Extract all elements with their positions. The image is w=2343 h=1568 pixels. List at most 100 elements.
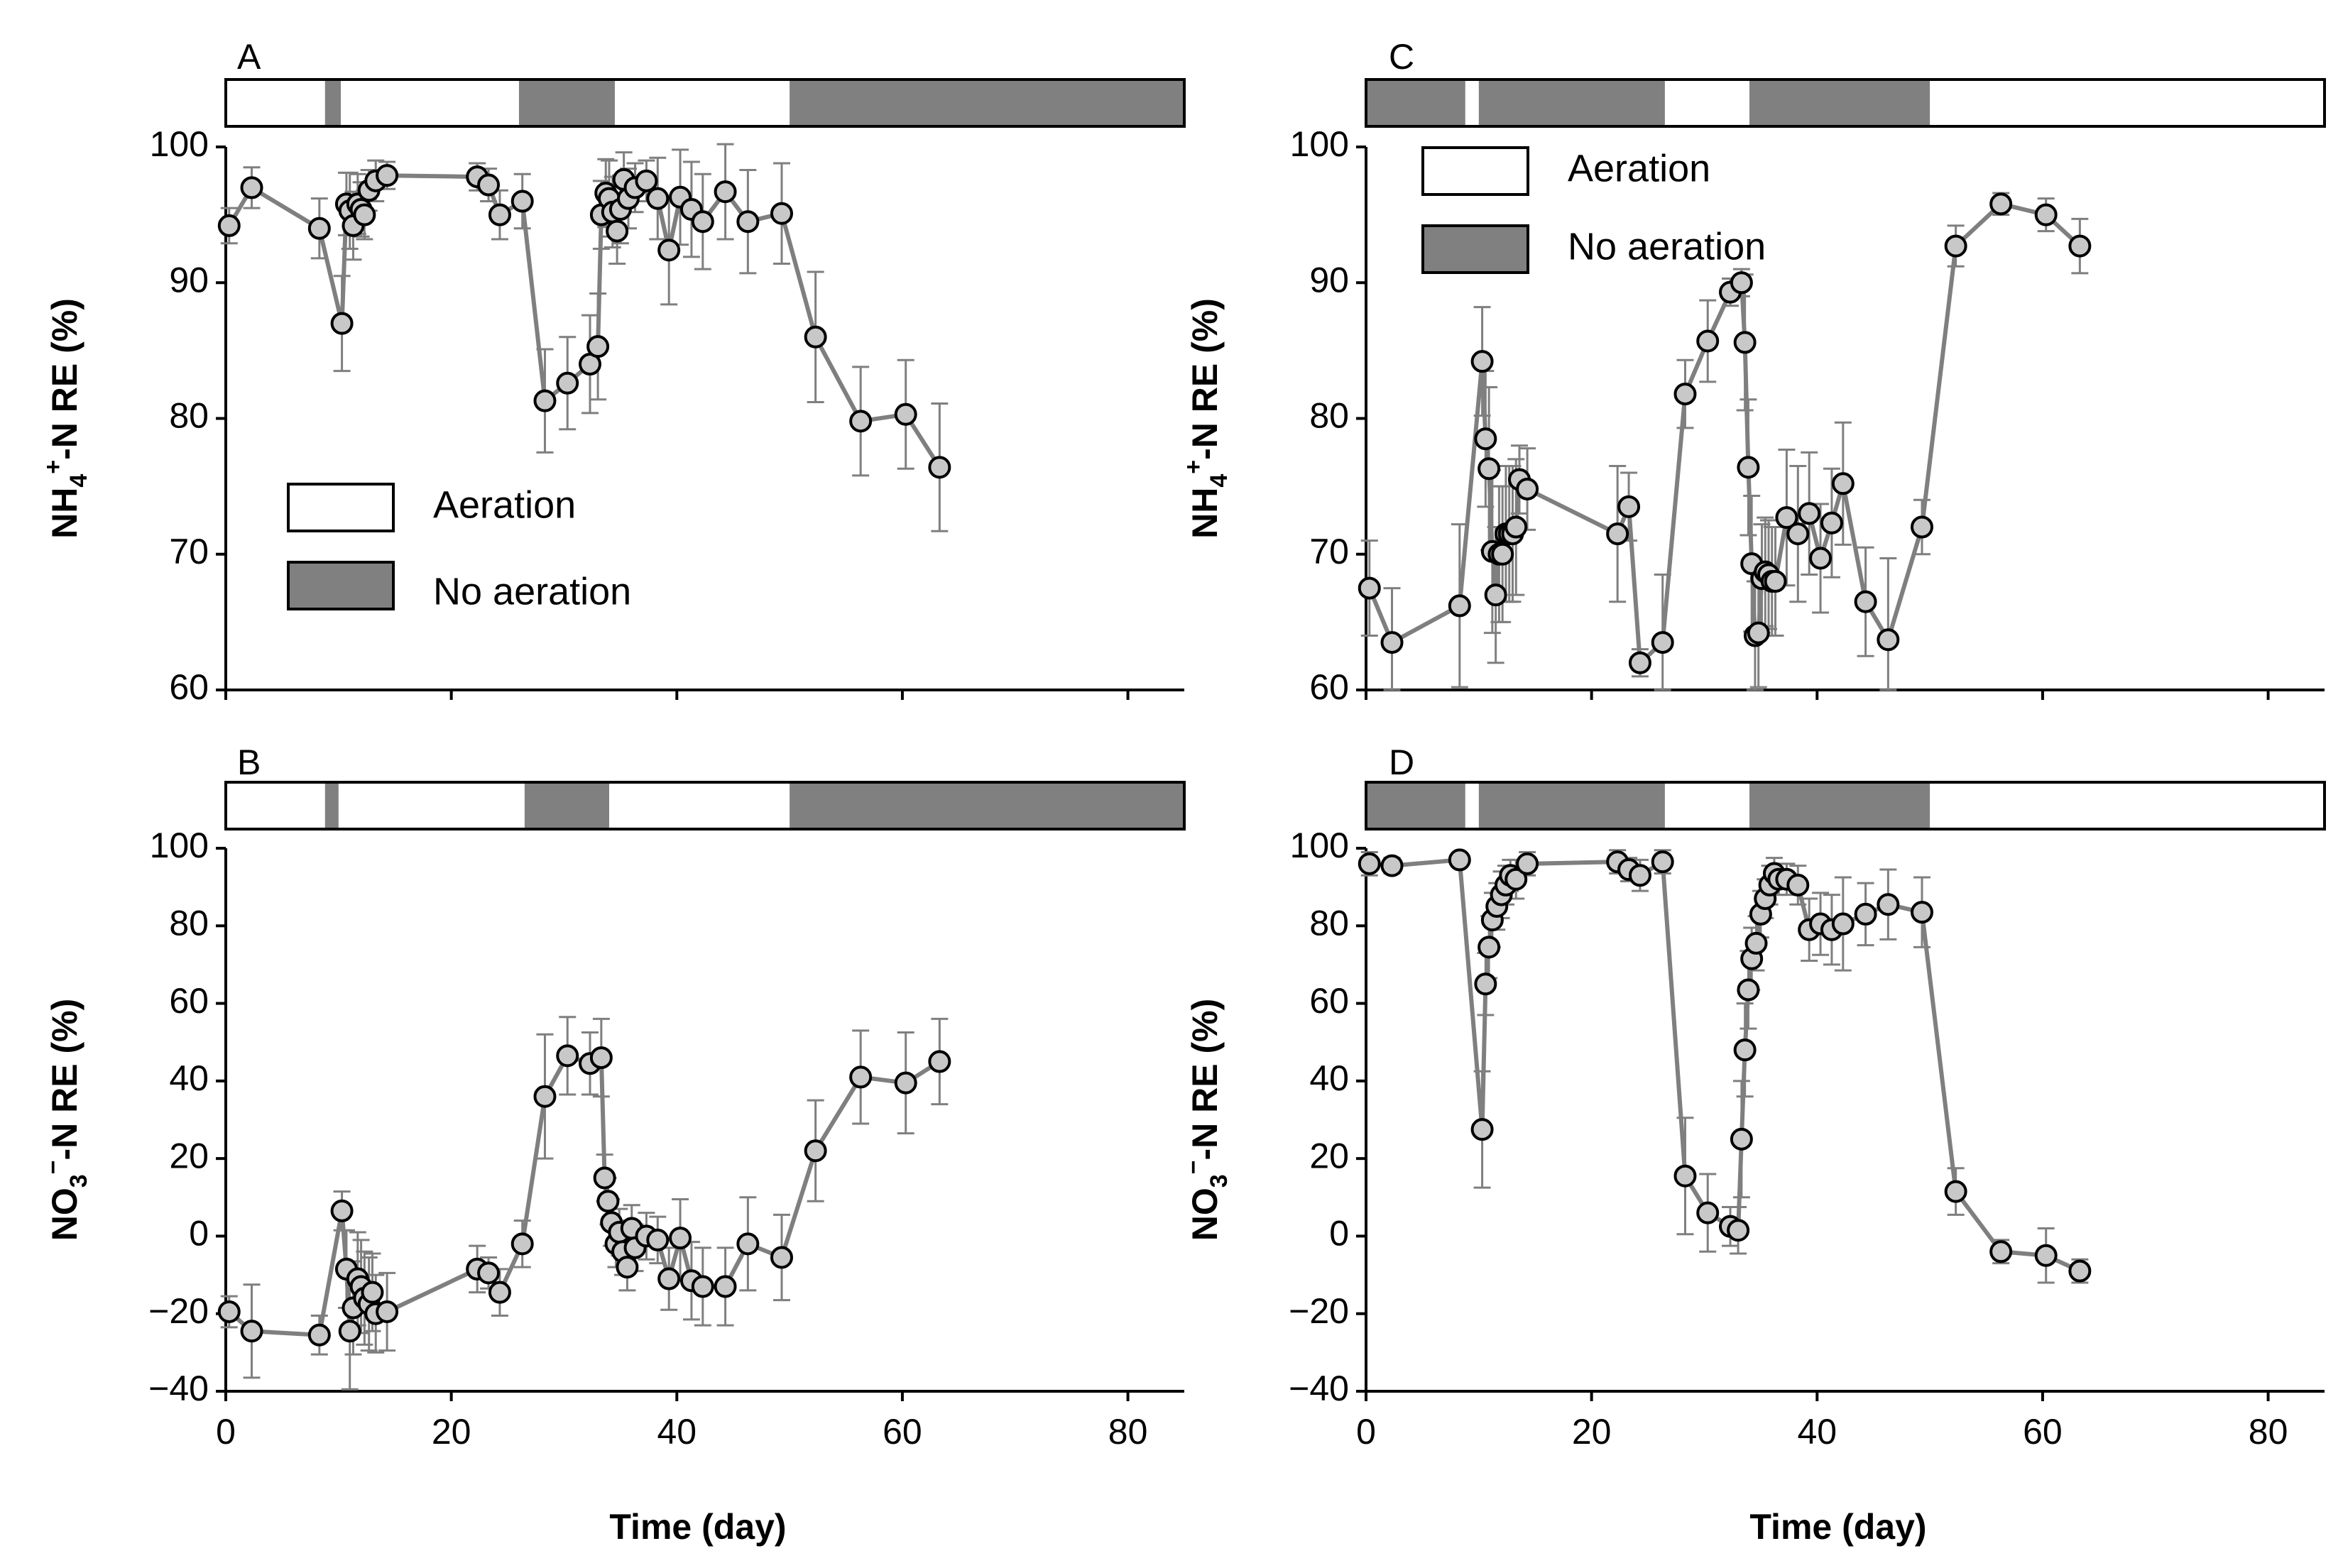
data-point xyxy=(1651,850,1674,874)
panel-d: D −40 −20 0 20 40 60 80 100 0 20 40 60 80 NO3−-N RE (%… xyxy=(1180,742,2326,1547)
aeration-bar xyxy=(224,781,1186,830)
data-point xyxy=(1448,594,1471,618)
data-point xyxy=(488,203,511,226)
data-point xyxy=(1737,978,1760,1002)
y-tick-label: 100 xyxy=(150,826,209,865)
aeration-bar xyxy=(1365,78,2326,128)
x-tick-label: 80 xyxy=(1108,1412,1148,1452)
legend-label-aeration: Aeration xyxy=(1568,147,1710,190)
data-point xyxy=(1673,1164,1697,1188)
y-tick-label: 90 xyxy=(169,260,209,300)
data-point xyxy=(928,456,951,479)
aeration-bar xyxy=(224,78,1186,128)
no-aeration-segment xyxy=(1478,782,1665,829)
data-point xyxy=(1854,590,1877,613)
data-point xyxy=(353,203,376,226)
data-point xyxy=(217,1300,241,1323)
panel-label: D xyxy=(1389,742,1414,782)
data-point xyxy=(804,325,827,349)
error-bar xyxy=(1879,557,1897,691)
data-point xyxy=(770,202,793,225)
y-tick-label: 100 xyxy=(1290,124,1349,164)
data-point xyxy=(1358,576,1381,600)
data-markers xyxy=(1358,848,2092,1283)
data-point xyxy=(477,1261,501,1285)
data-point xyxy=(1733,331,1757,354)
data-point xyxy=(1764,570,1787,593)
data-point xyxy=(646,1228,670,1251)
data-point xyxy=(376,164,399,187)
data-point xyxy=(1696,329,1720,353)
panel-b: B −40 −20 0 20 40 60 80 100 0 20 40 60 80 NO3−-N RE (%… xyxy=(40,742,1186,1547)
data-point xyxy=(1478,457,1501,481)
legend-label-aeration: Aeration xyxy=(433,483,576,526)
data-point xyxy=(2068,234,2092,258)
no-aeration-segment xyxy=(524,782,609,829)
y-axis-title: NH4+-N RE (%) xyxy=(1180,298,1233,539)
data-point xyxy=(307,216,331,240)
no-aeration-segment xyxy=(1478,80,1665,126)
data-markers xyxy=(217,164,951,479)
data-point xyxy=(376,1300,399,1323)
x-tick-label: 40 xyxy=(1797,1412,1837,1452)
data-point xyxy=(928,1050,951,1073)
aeration-bar-frame xyxy=(224,781,1186,830)
data-point xyxy=(1831,472,1855,495)
legend-swatch-no-aeration xyxy=(287,561,395,610)
x-tick-label: 20 xyxy=(1572,1412,1612,1452)
data-point xyxy=(657,239,681,262)
data-point xyxy=(556,371,579,395)
data-point xyxy=(240,176,263,199)
y-tick-label: −20 xyxy=(1289,1291,1349,1331)
aeration-bar xyxy=(1365,781,2326,830)
data-point xyxy=(736,210,760,234)
data-point xyxy=(849,410,873,433)
data-point xyxy=(1944,1180,1967,1203)
y-tick-label: 20 xyxy=(169,1136,209,1175)
data-point xyxy=(1696,1201,1720,1224)
no-aeration-segment xyxy=(518,80,615,126)
data-point xyxy=(533,1085,557,1108)
y-tick-label: 90 xyxy=(1309,260,1349,300)
data-point xyxy=(1516,477,1539,500)
y-tick-label: −40 xyxy=(148,1369,209,1408)
data-point xyxy=(691,1275,714,1298)
data-point xyxy=(804,1139,827,1163)
legend: Aeration No aeration xyxy=(287,483,631,613)
x-axis-title: Time (day) xyxy=(1749,1507,1926,1547)
data-point xyxy=(1911,515,1933,539)
data-point xyxy=(1628,651,1651,674)
data-point xyxy=(589,1046,613,1070)
data-point xyxy=(1516,852,1539,875)
x-tick-label: 80 xyxy=(2249,1412,2288,1452)
data-point xyxy=(1470,350,1494,373)
data-point xyxy=(606,219,629,243)
y-tick-label: 20 xyxy=(1309,1136,1349,1175)
y-tick-label: 60 xyxy=(1309,981,1349,1021)
legend: Aeration No aeration xyxy=(1421,146,1766,274)
legend-label-no-aeration: No aeration xyxy=(1568,225,1766,268)
x-tick-label: 0 xyxy=(216,1412,236,1452)
no-aeration-segment xyxy=(1366,782,1465,829)
data-point xyxy=(1854,902,1877,926)
y-tick-label: 80 xyxy=(169,903,209,943)
y-tick-label: 40 xyxy=(1309,1058,1349,1098)
y-tick-label: −20 xyxy=(148,1291,209,1331)
y-axis-title: NO3−-N RE (%) xyxy=(40,999,92,1241)
no-aeration-segment xyxy=(790,80,1184,126)
y-tick-label: −40 xyxy=(1289,1369,1349,1408)
legend-swatch-aeration xyxy=(1421,146,1529,196)
x-tick-label: 60 xyxy=(883,1412,922,1452)
data-point xyxy=(669,1227,692,1250)
x-tick-label: 20 xyxy=(432,1412,471,1452)
data-point xyxy=(1747,621,1770,645)
data-point xyxy=(1831,912,1855,936)
data-point xyxy=(1911,901,1933,924)
no-aeration-segment xyxy=(1749,80,1930,126)
data-point xyxy=(510,190,534,213)
y-tick-label: 70 xyxy=(169,532,209,571)
data-point xyxy=(1775,506,1798,530)
x-tick-label: 60 xyxy=(2023,1412,2063,1452)
data-point xyxy=(1944,234,1967,258)
data-markers xyxy=(217,1044,951,1347)
